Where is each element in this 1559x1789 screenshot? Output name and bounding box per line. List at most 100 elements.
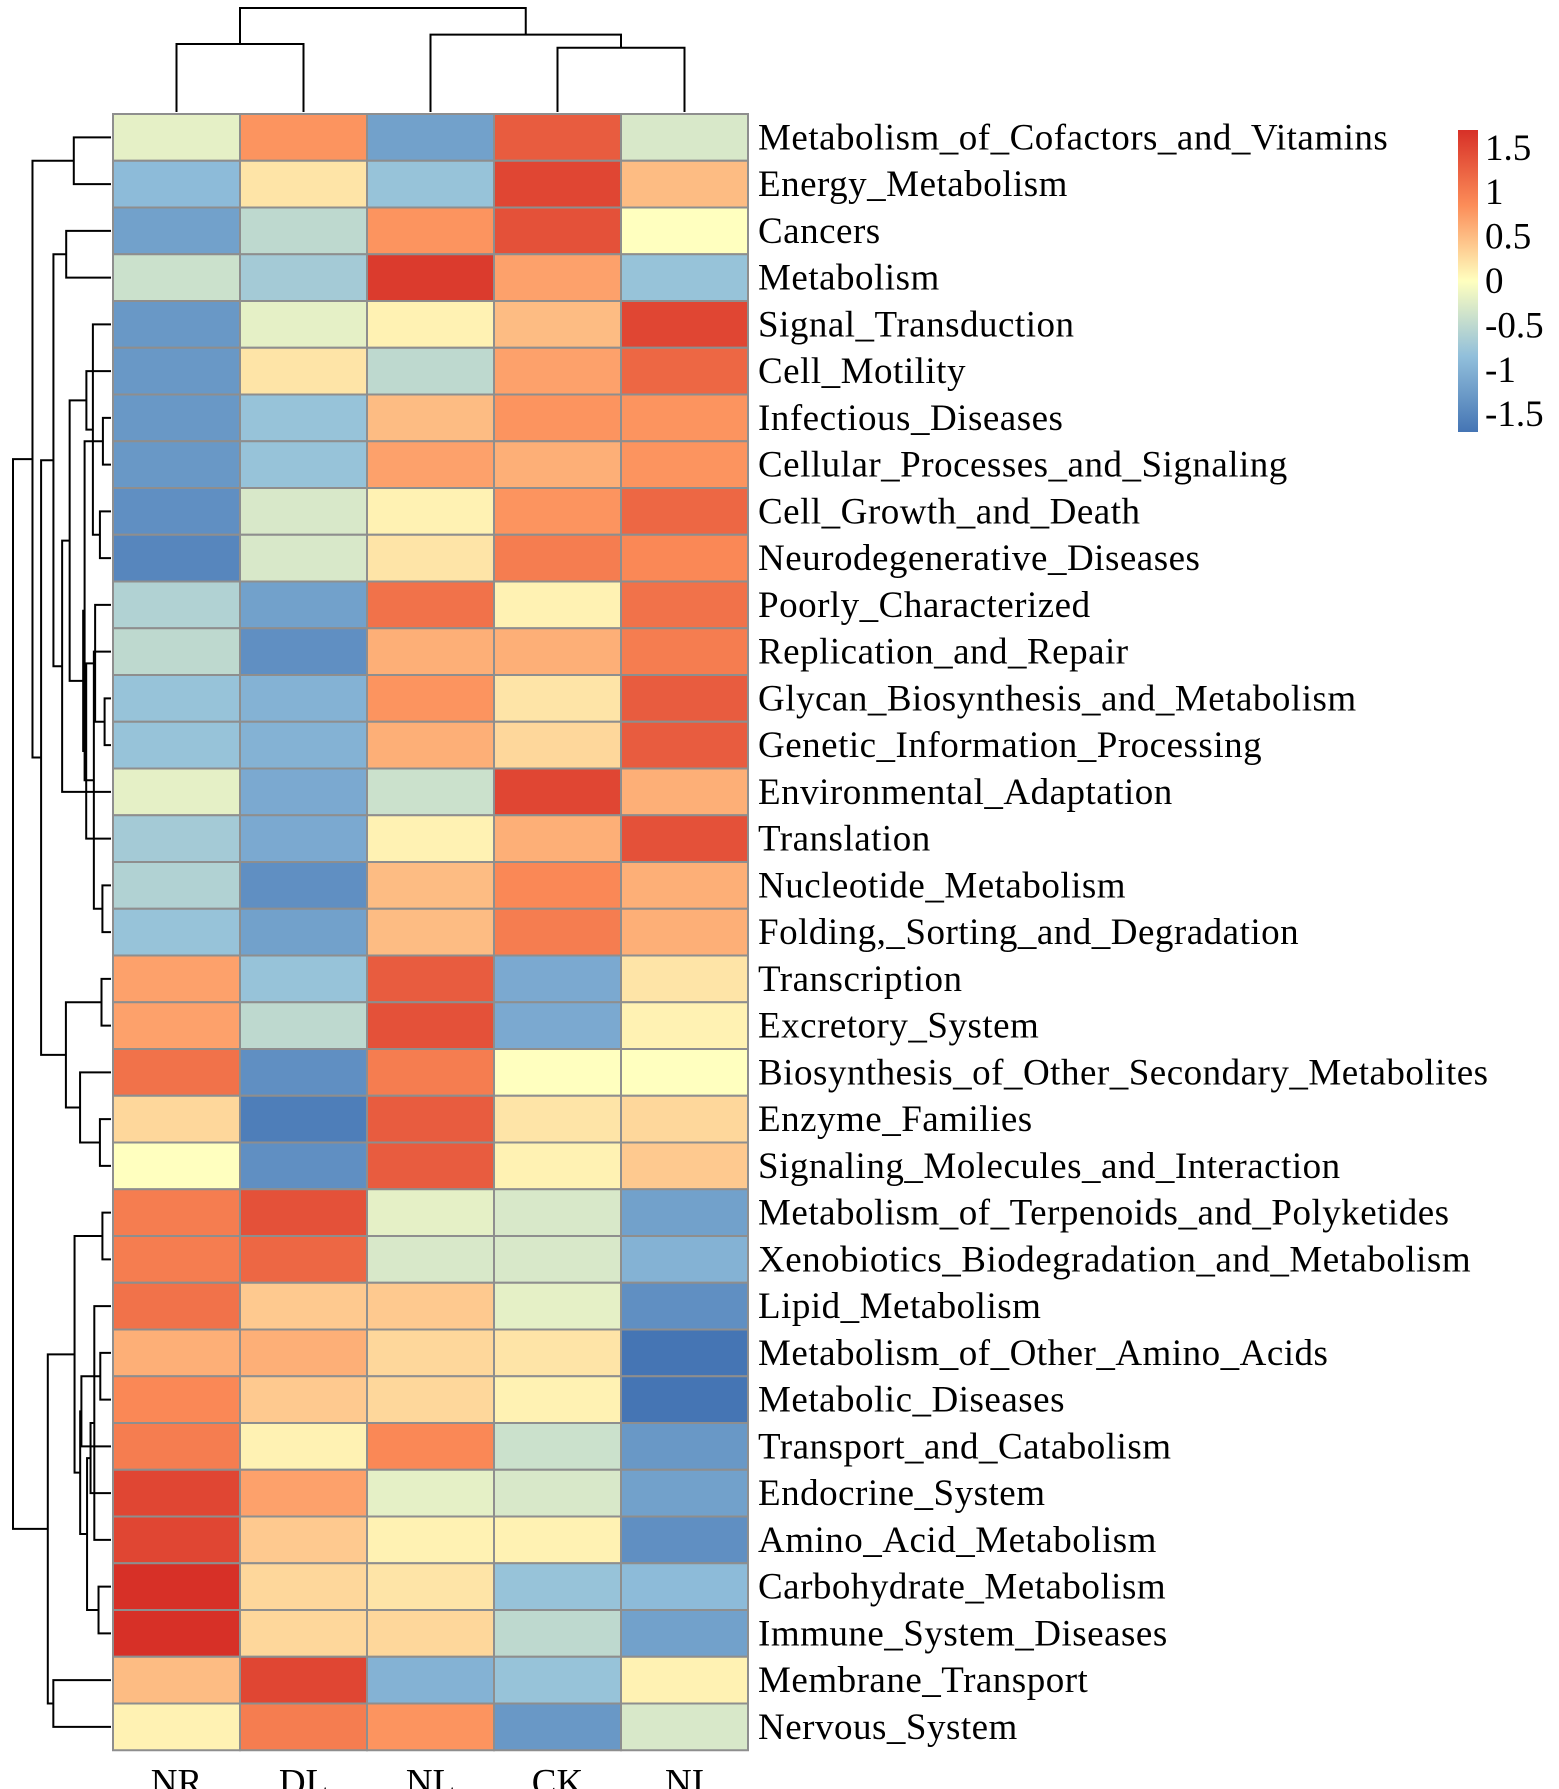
row-dendrogram-branch: [68, 399, 87, 682]
heatmap-cell: [239, 814, 368, 863]
row-label: Endocrine_System: [758, 1473, 1046, 1514]
heatmap-cell: [493, 907, 622, 957]
row-label: Biosynthesis_of_Other_Secondary_Metaboli…: [758, 1052, 1489, 1093]
heatmap-cell: [239, 1281, 368, 1331]
row-dendrogram-branch: [80, 1375, 111, 1448]
heatmap-cell: [239, 1655, 368, 1705]
heatmap-cell: [620, 1702, 749, 1752]
row-dendrogram-branch: [101, 1211, 111, 1261]
row-label: Cancers: [758, 211, 881, 252]
color-legend: 1.510.50-0.5-1-1.5: [1458, 128, 1544, 435]
heatmap-cell: [493, 1281, 622, 1331]
heatmap-cell: [112, 113, 241, 162]
heatmap-cell: [366, 814, 495, 863]
row-label: Transcription: [758, 959, 963, 1000]
heatmap-cell: [112, 1001, 241, 1050]
row-label: Translation: [758, 819, 931, 860]
row-dendrogram-branch: [100, 977, 111, 1027]
row-label: Carbohydrate_Metabolism: [758, 1567, 1166, 1608]
column-label: NI: [665, 1762, 704, 1789]
heatmap-cell: [366, 767, 495, 817]
row-label: Poorly_Characterized: [758, 585, 1091, 626]
heatmap-cell: [493, 206, 622, 256]
row-dendrogram-branch: [98, 1118, 111, 1167]
row-label: Metabolism: [758, 258, 940, 299]
heatmap-cell: [239, 346, 368, 396]
row-dendrogram-branch: [101, 884, 111, 934]
heatmap-cell: [620, 1655, 749, 1705]
heatmap-cell: [366, 1094, 495, 1144]
heatmap-cell: [112, 720, 241, 770]
column-label: CK: [532, 1762, 584, 1789]
heatmap-cell: [366, 1141, 495, 1191]
column-label: DL: [279, 1762, 328, 1789]
row-dendrogram-branch: [52, 253, 67, 668]
row-label: Lipid_Metabolism: [758, 1286, 1041, 1327]
heatmap-cell: [493, 1375, 622, 1424]
heatmap-cell: [112, 767, 241, 817]
heatmap-cell: [112, 861, 241, 910]
row-label: Folding,_Sorting_and_Degradation: [758, 912, 1299, 953]
heatmap-cell: [112, 1328, 241, 1378]
row-dendrogram-branch: [101, 416, 111, 466]
heatmap-cell: [239, 1609, 368, 1658]
row-dendrogram-branch: [12, 458, 48, 1530]
heatmap-cell: [620, 1141, 749, 1191]
heatmap-cell: [112, 533, 241, 583]
heatmap-cell: [493, 1188, 622, 1237]
heatmap-cell: [366, 1375, 495, 1424]
heatmap-cell: [366, 1235, 495, 1284]
heatmap-cell: [366, 1048, 495, 1097]
heatmap-cell: [366, 393, 495, 443]
heatmap-cell: [493, 580, 622, 630]
heatmap-cell: [366, 1001, 495, 1050]
heatmap-cell: [239, 767, 368, 817]
row-label: Membrane_Transport: [758, 1660, 1089, 1701]
heatmap-cell: [493, 1141, 622, 1191]
heatmap-cell: [239, 113, 368, 162]
heatmap-cell: [239, 393, 368, 443]
heatmap-cell: [112, 954, 241, 1004]
heatmap-cell: [620, 1609, 749, 1658]
heatmap-cell: [620, 159, 749, 209]
heatmap-cell: [366, 627, 495, 676]
row-dendrogram-branch: [91, 323, 111, 536]
heatmap-cell: [620, 206, 749, 256]
heatmap-cell: [112, 346, 241, 396]
column-dendrogram-branch: [239, 7, 527, 45]
heatmap-cell: [620, 1375, 749, 1424]
heatmap-cell: [620, 674, 749, 723]
column-dendrogram-branch: [429, 33, 622, 112]
heatmap-cell: [239, 440, 368, 489]
heatmap-cell: [366, 533, 495, 583]
heatmap-cell: [239, 1468, 368, 1518]
heatmap-cell: [366, 113, 495, 162]
row-label: Transport_and_Catabolism: [758, 1426, 1172, 1467]
row-label: Cell_Motility: [758, 351, 966, 392]
heatmap-cell: [620, 580, 749, 630]
heatmap-cell: [239, 954, 368, 1004]
heatmap-cell: [366, 253, 495, 302]
heatmap-cell: [493, 1702, 622, 1752]
heatmap-cell: [493, 533, 622, 583]
heatmap-cells: [112, 113, 749, 1752]
heatmap-cell: [366, 1515, 495, 1565]
heatmap-cell: [366, 580, 495, 630]
heatmap-cell: [620, 1188, 749, 1237]
heatmap-cell: [493, 720, 622, 770]
legend-tick-label: -1: [1485, 350, 1516, 391]
heatmap-cell: [112, 1141, 241, 1191]
heatmap-cell: [620, 440, 749, 489]
heatmap-cell: [493, 440, 622, 489]
row-label: Nucleotide_Metabolism: [758, 865, 1126, 906]
heatmap-cell: [366, 954, 495, 1004]
row-label: Metabolism_of_Other_Amino_Acids: [758, 1333, 1328, 1374]
row-labels: Metabolism_of_Cofactors_and_Vitamins Ener…: [758, 117, 1489, 1748]
column-labels: NR DL NL CK NI: [151, 1762, 704, 1789]
heatmap-cell: [493, 1515, 622, 1565]
heatmap-cell: [493, 346, 622, 396]
heatmap-cell: [620, 1094, 749, 1144]
heatmap-cell: [112, 1422, 241, 1471]
row-label: Energy_Metabolism: [758, 164, 1068, 205]
heatmap-cell: [366, 1422, 495, 1471]
